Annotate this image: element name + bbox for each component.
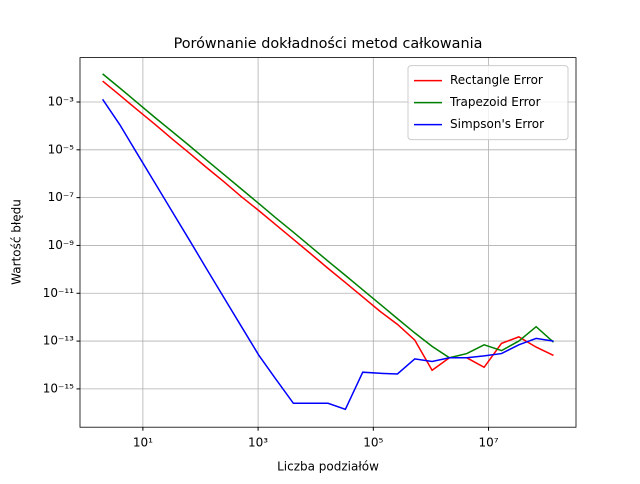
y-tick-label: 10⁻⁹: [48, 238, 75, 252]
x-tick-label: 10¹: [133, 436, 153, 450]
x-tick-label: 10³: [248, 436, 268, 450]
series-line: [102, 73, 554, 359]
y-tick-label: 10⁻¹¹: [43, 286, 74, 300]
legend-label: Trapezoid Error: [449, 95, 541, 109]
series-line: [102, 80, 554, 372]
legend-label: Rectangle Error: [450, 73, 543, 87]
legend-box: [407, 65, 569, 141]
y-tick-label: 10⁻³: [48, 95, 75, 109]
x-tick-label: 10⁵: [363, 436, 383, 450]
chart-title: Porównanie dokładności metod całkowania: [174, 36, 483, 52]
legend-label: Simpson's Error: [450, 117, 544, 131]
plot-frame: [79, 57, 577, 428]
y-tick-label: 10⁻⁵: [48, 142, 75, 156]
x-axis-label: Liczba podziałów: [277, 460, 379, 474]
y-tick-label: 10⁻¹⁵: [43, 381, 74, 395]
y-tick-label: 10⁻¹³: [43, 334, 74, 348]
series-line: [101, 98, 554, 411]
y-axis-label: Wartość błędu: [10, 199, 24, 285]
y-tick-label: 10⁻⁷: [48, 190, 75, 204]
x-tick-label: 10⁷: [478, 436, 498, 450]
